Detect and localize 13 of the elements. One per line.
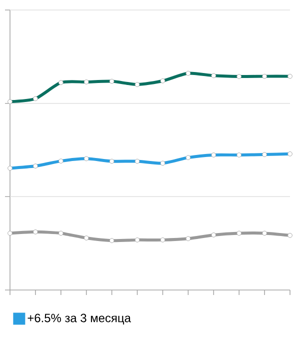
point — [109, 238, 114, 244]
point — [236, 230, 242, 236]
point — [58, 230, 64, 236]
point — [33, 229, 38, 234]
point — [211, 232, 216, 238]
point — [8, 230, 12, 236]
point — [186, 236, 191, 242]
legend-label: +6.5% за 3 месяца — [28, 314, 131, 325]
point — [160, 237, 166, 242]
point — [288, 232, 292, 238]
point — [84, 236, 89, 240]
point — [134, 237, 140, 242]
point — [262, 230, 267, 236]
